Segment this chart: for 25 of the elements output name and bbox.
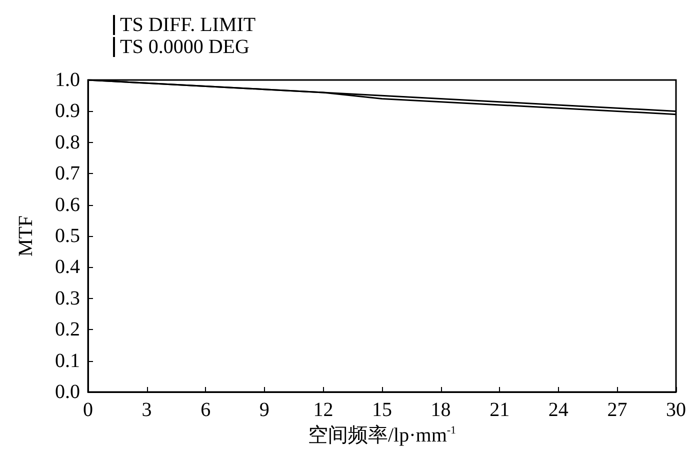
y-tick-label: 0.1 xyxy=(55,350,80,372)
y-tick-label: 0.2 xyxy=(55,318,80,341)
x-tick-label: 0 xyxy=(83,399,93,421)
legend-label: TS DIFF. LIMIT xyxy=(120,14,256,36)
x-tick-label: 21 xyxy=(490,399,510,421)
y-tick-label: 1.0 xyxy=(55,69,80,91)
x-tick-label: 12 xyxy=(313,399,334,421)
y-tick-label: 0.0 xyxy=(55,381,80,403)
y-tick-label: 0.3 xyxy=(55,287,80,310)
y-axis-title: MTF xyxy=(15,215,37,257)
y-tick-label: 0.7 xyxy=(55,162,80,185)
x-tick-label: 6 xyxy=(200,399,211,421)
x-tick-label: 3 xyxy=(142,399,152,421)
y-tick-label: 0.9 xyxy=(55,100,80,122)
y-tick-label: 0.4 xyxy=(55,256,80,278)
x-tick-label: 18 xyxy=(430,399,451,421)
y-tick-label: 0.8 xyxy=(55,131,80,154)
y-tick-label: 0.6 xyxy=(55,194,80,216)
x-tick-label: 27 xyxy=(607,399,628,421)
x-tick-label: 24 xyxy=(548,399,568,421)
legend-label: TS 0.0000 DEG xyxy=(120,36,250,58)
x-tick-label: 9 xyxy=(259,399,270,421)
x-tick-label: 15 xyxy=(372,399,392,421)
y-tick-label: 0.5 xyxy=(55,225,80,247)
x-tick-label: 30 xyxy=(666,399,686,421)
